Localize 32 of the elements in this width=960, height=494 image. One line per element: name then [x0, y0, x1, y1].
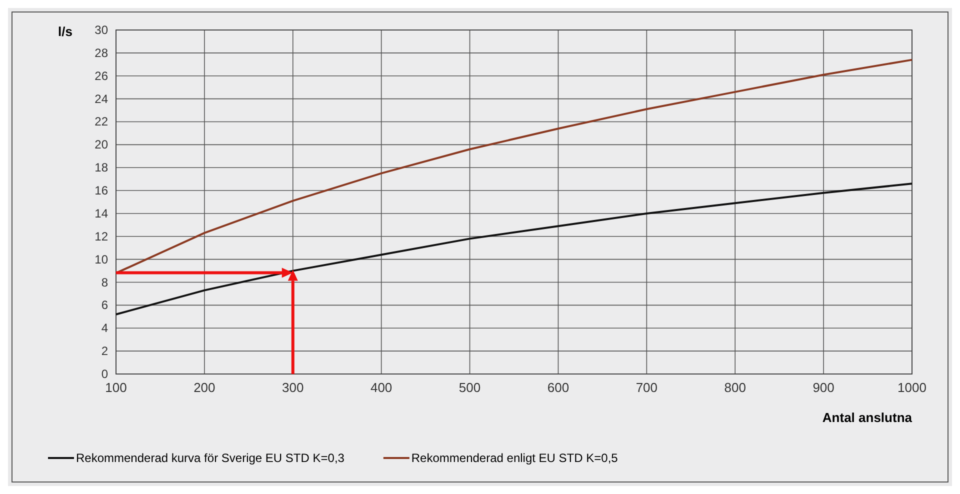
y-tick-label: 22: [94, 114, 108, 129]
y-tick-label: 24: [94, 92, 108, 106]
x-tick-label: 900: [812, 380, 834, 395]
x-tick-label: 1000: [898, 380, 926, 395]
y-tick-label: 20: [94, 138, 108, 152]
line-series: [115, 58, 913, 274]
y-tick-label: 6: [101, 298, 108, 312]
y-tick-label: 10: [94, 252, 108, 266]
x-axis-title: Antal anslutna: [822, 410, 913, 425]
x-tick-label: 300: [282, 380, 304, 395]
x-tick-label: 700: [636, 380, 658, 395]
y-tick-label: 2: [101, 344, 108, 358]
x-tick-label: 200: [194, 380, 216, 395]
y-tick-label: 30: [94, 23, 108, 37]
legend-label: Rekommenderad kurva för Sverige EU STD K=0,3: [76, 451, 345, 465]
y-tick-label: 0: [101, 367, 108, 381]
y-tick-label: 28: [94, 46, 108, 60]
y-tick-label: 8: [101, 275, 108, 290]
line-series: [115, 182, 913, 316]
x-tick-label: 500: [458, 380, 481, 395]
x-tick-label: 600: [547, 380, 570, 395]
y-tick-label: 26: [94, 68, 108, 83]
y-tick-label: 12: [94, 229, 108, 244]
x-tick-label: 800: [724, 380, 746, 395]
y-tick-label: 4: [101, 321, 108, 336]
y-tick-label: 16: [94, 184, 108, 198]
y-axis-title: l/s: [58, 24, 72, 39]
x-tick-label: 100: [105, 380, 127, 395]
y-tick-label: 14: [94, 206, 108, 220]
legend-label: Rekommenderad enligt EU STD K=0,5: [411, 451, 618, 465]
x-tick-label: 400: [370, 380, 392, 395]
y-tick-label: 18: [94, 160, 108, 175]
